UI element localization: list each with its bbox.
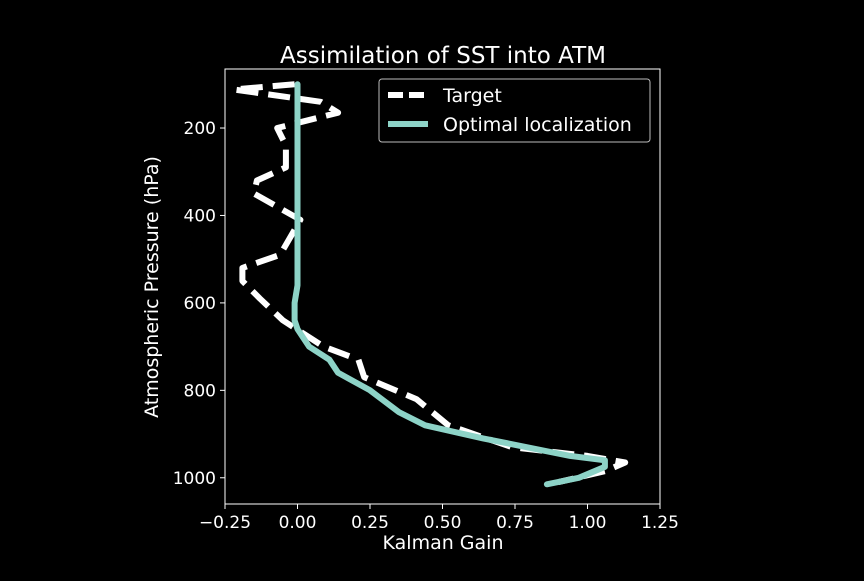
x-tick-label: 0.00 <box>279 513 317 533</box>
series-line-target <box>230 81 629 486</box>
series-layer <box>230 81 629 488</box>
chart-title: Assimilation of SST into ATM <box>280 43 606 69</box>
x-axis-label: Kalman Gain <box>383 532 504 554</box>
legend-box <box>378 78 651 143</box>
x-tick-label: 1.00 <box>569 513 607 533</box>
y-tick-label: 400 <box>184 206 216 226</box>
legend: Target Optimal localization <box>378 78 651 143</box>
legend-label-optimal-localization: Optimal localization <box>443 114 632 136</box>
y-axis-label: Atmospheric Pressure (hPa) <box>141 156 163 418</box>
y-axis: 200 400 600 800 1000 <box>173 119 225 489</box>
y-tick-label: 800 <box>184 381 216 401</box>
legend-label-target: Target <box>442 85 502 107</box>
x-tick-label: −0.25 <box>199 513 251 533</box>
series-line-optimal-localization <box>291 81 608 488</box>
x-tick-label: 0.50 <box>424 513 462 533</box>
x-axis: −0.25 0.00 0.25 0.50 0.75 1.00 1.25 <box>199 504 679 533</box>
x-tick-label: 1.25 <box>641 513 679 533</box>
y-tick-label: 600 <box>184 294 216 314</box>
y-tick-label: 1000 <box>173 469 216 489</box>
x-tick-label: 0.75 <box>496 513 534 533</box>
x-tick-label: 0.25 <box>351 513 389 533</box>
y-tick-label: 200 <box>184 119 216 139</box>
